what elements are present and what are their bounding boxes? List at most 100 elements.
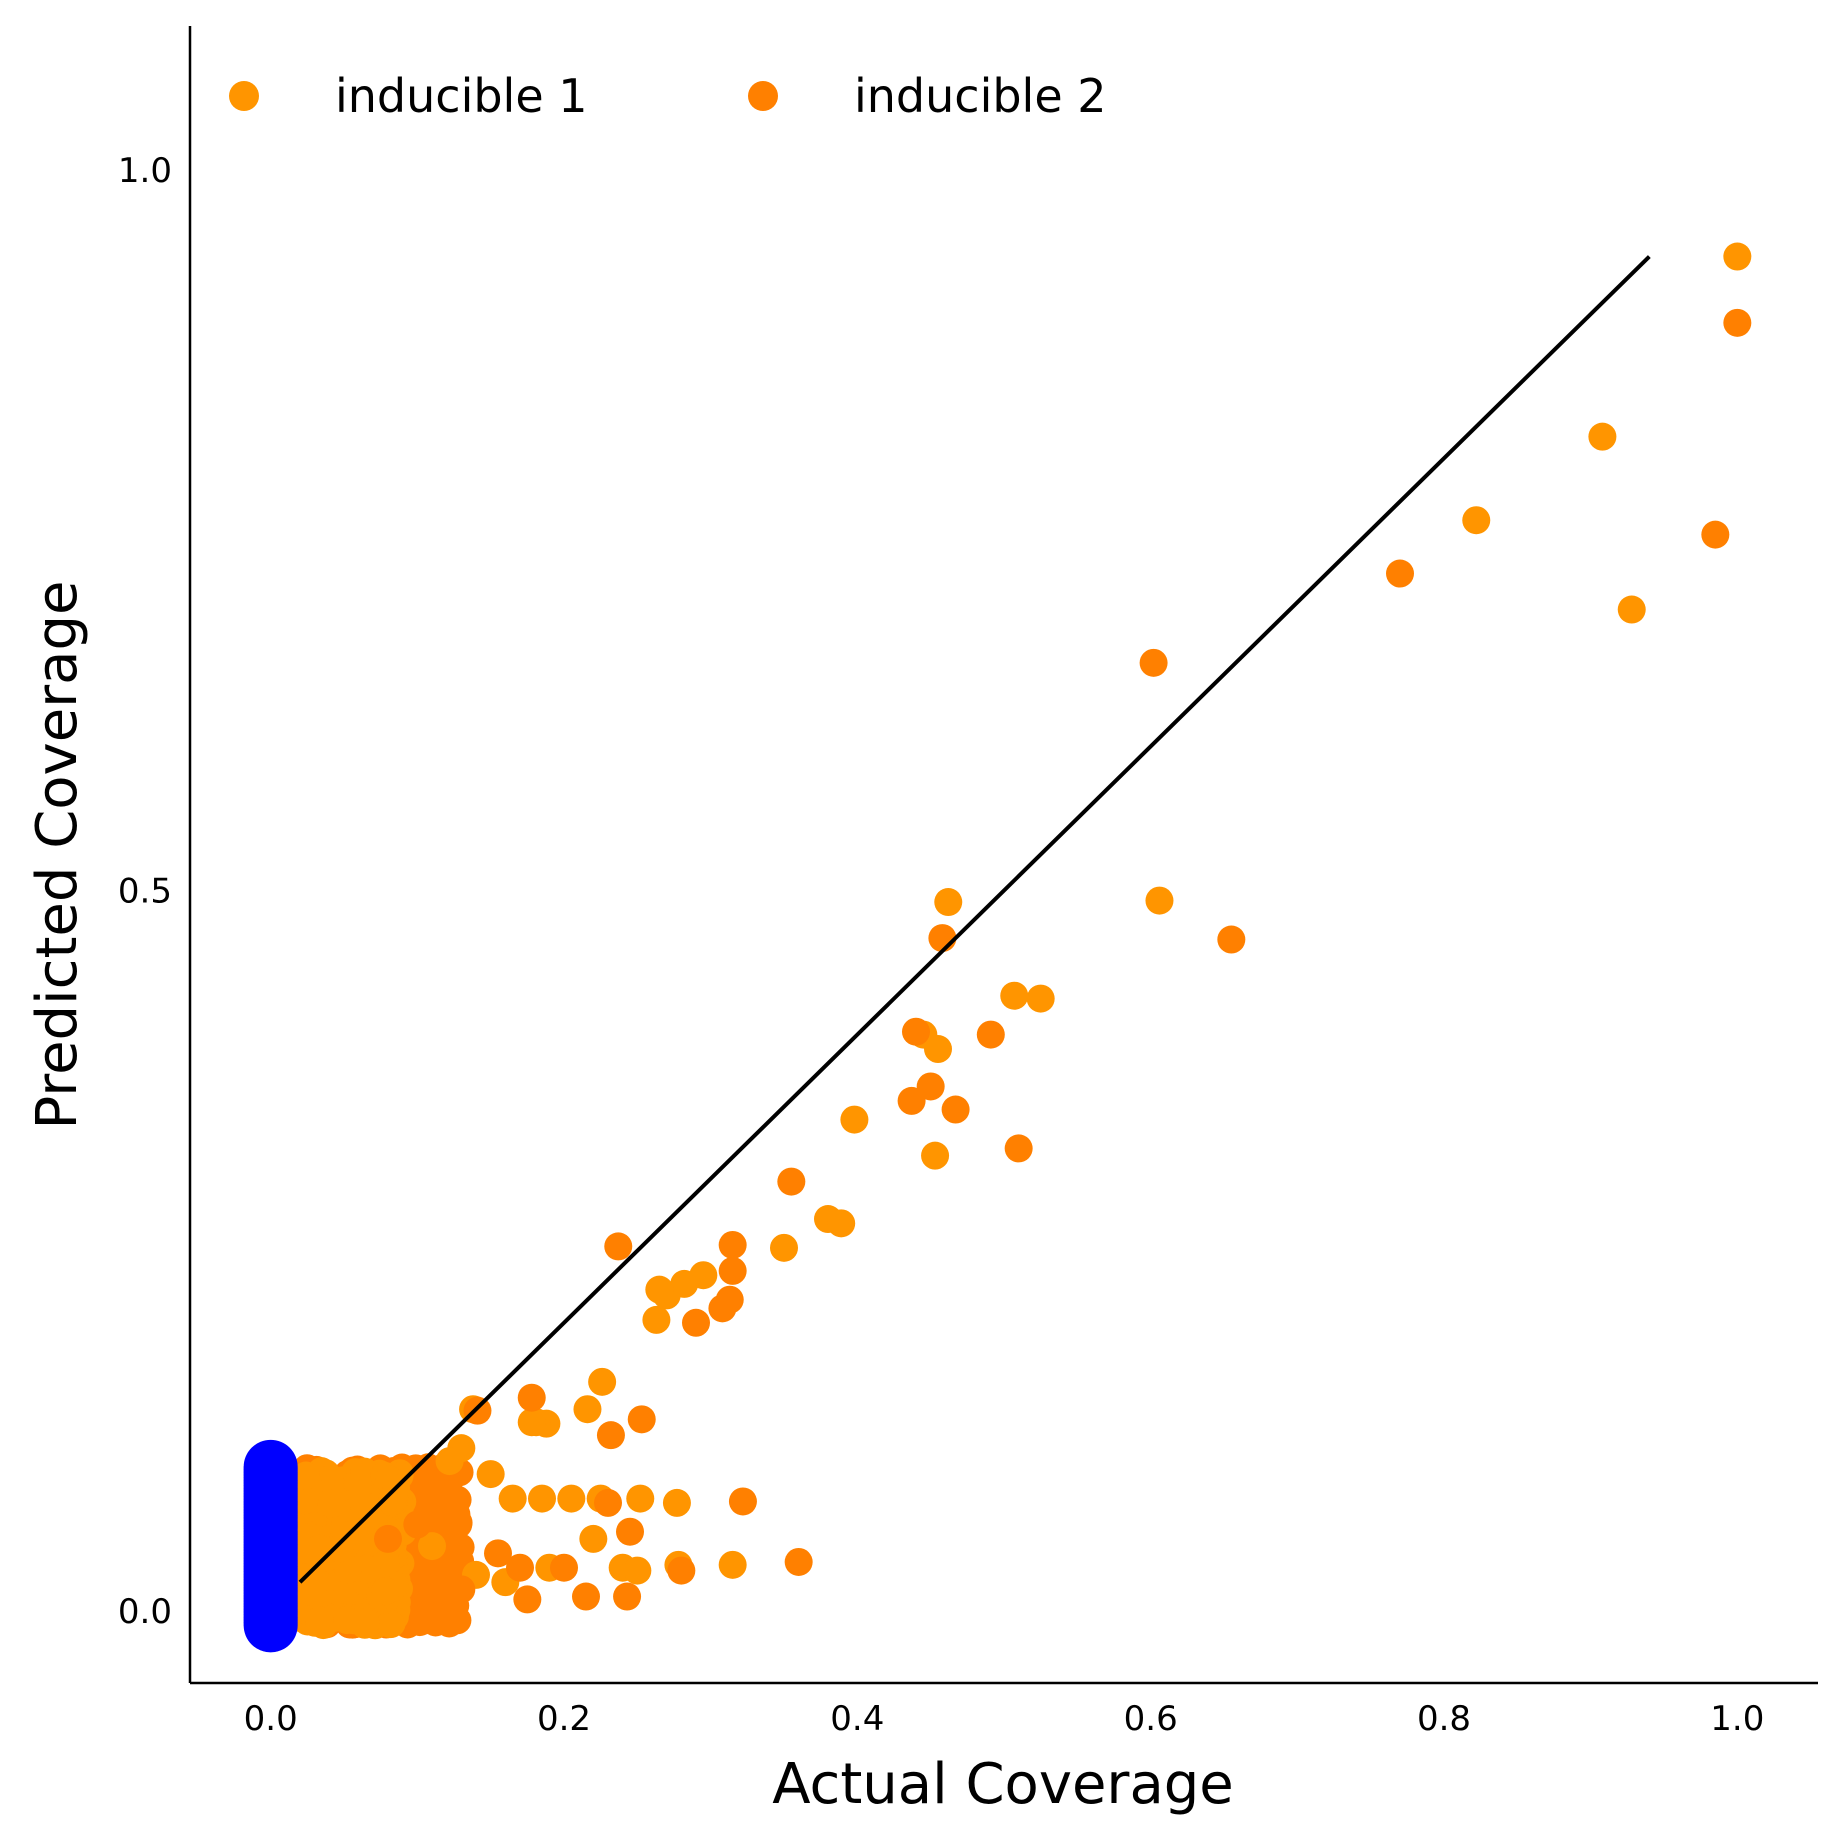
x-tick-label: 0.4: [830, 1699, 884, 1739]
data-point: [1386, 559, 1414, 588]
x-tick-label: 0.8: [1417, 1699, 1471, 1739]
data-point: [613, 1582, 642, 1611]
cluster-point: [349, 1491, 378, 1520]
cluster-point: [376, 1610, 405, 1639]
cluster-point: [291, 1461, 320, 1490]
data-point: [718, 1256, 747, 1285]
data-point: [1723, 242, 1752, 271]
data-point: [432, 1481, 461, 1510]
data-point: [777, 1167, 806, 1196]
y-tick-label: 1.0: [118, 151, 172, 191]
data-point: [596, 1421, 625, 1450]
data-point: [517, 1408, 546, 1437]
cluster-point: [317, 1489, 346, 1518]
data-point: [718, 1230, 747, 1259]
cluster-blue-column: [243, 1439, 298, 1653]
data-point: [924, 1035, 952, 1064]
data-point: [1588, 422, 1617, 451]
x-tick-label: 0.2: [537, 1699, 591, 1739]
cluster-point: [243, 1439, 298, 1494]
x-tick-label: 1.0: [1710, 1699, 1764, 1739]
cluster-point: [351, 1608, 380, 1637]
cluster-point: [315, 1465, 344, 1494]
data-point: [784, 1547, 813, 1576]
data-point: [662, 1488, 691, 1517]
data-point: [928, 924, 957, 953]
data-point: [594, 1488, 622, 1517]
data-point: [916, 1072, 945, 1101]
data-point: [403, 1510, 432, 1539]
legend-label-inducible-2: inducible 2: [854, 69, 1107, 123]
legend-label-inducible-1: inducible 1: [335, 69, 588, 123]
data-point: [528, 1484, 556, 1513]
data-point: [506, 1553, 534, 1582]
data-point: [1026, 984, 1055, 1013]
data-point: [435, 1447, 464, 1476]
data-point: [667, 1556, 696, 1585]
series-inducible-2: [374, 308, 1752, 1614]
data-point: [645, 1275, 674, 1304]
data-point: [604, 1232, 633, 1261]
data-point: [1004, 1134, 1033, 1163]
data-point: [728, 1487, 757, 1516]
x-axis-title: Actual Coverage: [772, 1752, 1234, 1817]
data-point: [682, 1308, 710, 1337]
data-point: [498, 1484, 527, 1513]
data-point: [447, 1575, 476, 1604]
legend-marker-inducible-2: [748, 81, 778, 111]
cluster-point: [325, 1534, 354, 1563]
data-point: [588, 1367, 617, 1396]
y-tick-label: 0.0: [118, 1592, 172, 1632]
data-point: [902, 1017, 930, 1046]
cluster-point: [406, 1601, 435, 1630]
x-tick-label: 0.0: [244, 1699, 298, 1739]
data-point: [573, 1395, 602, 1424]
data-point: [513, 1585, 542, 1614]
legend: inducible 1 inducible 2: [229, 69, 1107, 123]
cluster-point: [430, 1555, 459, 1584]
cluster-point: [298, 1578, 327, 1607]
series-inducible-1: [388, 242, 1752, 1597]
data-point: [476, 1460, 505, 1489]
data-point: [718, 1550, 747, 1579]
cluster-point: [305, 1534, 334, 1563]
data-point: [623, 1556, 652, 1585]
data-point: [1462, 506, 1491, 535]
data-point: [827, 1209, 856, 1238]
x-tick-label: 0.6: [1124, 1699, 1178, 1739]
data-point: [770, 1233, 798, 1262]
data-point: [642, 1305, 671, 1334]
data-point: [1723, 308, 1752, 337]
data-point: [374, 1524, 402, 1553]
data-point: [921, 1141, 950, 1170]
data-point: [708, 1294, 737, 1323]
cluster-point: [371, 1577, 400, 1606]
x-tick-labels: 0.0 0.2 0.4 0.6 0.8 1.0: [244, 1699, 1765, 1739]
data-point: [616, 1517, 644, 1546]
data-point: [1217, 925, 1246, 954]
data-point: [572, 1582, 600, 1611]
data-point: [418, 1532, 446, 1561]
data-point: [517, 1383, 546, 1412]
reference-diagonal-line: [298, 255, 1651, 1584]
data-point: [1145, 886, 1174, 915]
data-point: [1701, 520, 1730, 549]
data-point: [934, 888, 963, 917]
y-tick-label: 0.5: [118, 872, 172, 912]
data-point: [484, 1539, 512, 1568]
data-point: [976, 1020, 1005, 1049]
data-point: [579, 1524, 608, 1553]
data-point: [557, 1484, 586, 1513]
data-point: [626, 1484, 655, 1513]
scatter-points: [374, 242, 1752, 1614]
data-point: [550, 1553, 578, 1582]
data-point: [941, 1095, 970, 1124]
legend-marker-inducible-1: [229, 81, 259, 111]
cluster-point: [305, 1606, 334, 1635]
data-point: [1617, 595, 1646, 624]
data-point: [1139, 648, 1168, 677]
data-point: [897, 1086, 926, 1115]
y-tick-labels: 0.0 0.5 1.0: [118, 151, 172, 1632]
y-axis-title: Predicted Coverage: [25, 581, 90, 1130]
